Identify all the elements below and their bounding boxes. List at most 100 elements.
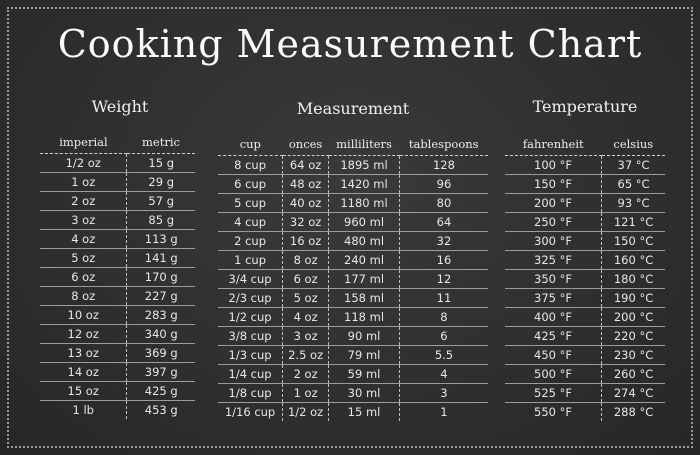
- table-cell: 1420 ml: [328, 174, 400, 194]
- table-cell: 6: [398, 326, 488, 346]
- table-cell: 480 ml: [328, 231, 400, 251]
- table-cell: 400 °F: [505, 307, 602, 327]
- table-cell: 170 g: [126, 267, 195, 287]
- table-cell: 3 oz: [282, 326, 329, 346]
- table-cell: 425 °F: [505, 326, 602, 346]
- table-cell: 500 °F: [505, 364, 602, 384]
- table-cell: 100 °F: [505, 155, 602, 175]
- table-cell: 160 °C: [601, 250, 665, 270]
- table-row: 2 cup 16 oz 480 ml 32: [218, 231, 488, 251]
- table-cell: 1/2 oz: [282, 402, 329, 421]
- table-row: 3/8 cup 3 oz 90 ml 6: [218, 326, 488, 346]
- table-cell: 96: [398, 174, 488, 194]
- table-cell: 32 oz: [282, 212, 329, 232]
- table-cell: 6 oz: [282, 269, 329, 289]
- table-row: 5 oz 141 g: [40, 248, 195, 268]
- table-cell: 93 °C: [601, 193, 665, 213]
- table-cell: 369 g: [126, 343, 195, 363]
- table-cell: 227 g: [126, 286, 195, 306]
- page-title: Cooking Measurement Chart: [57, 22, 643, 66]
- measurement-title: Measurement: [296, 99, 410, 118]
- table-cell: 37 °C: [601, 155, 665, 175]
- table-cell: 525 °F: [505, 383, 602, 403]
- table-row: 5 cup 40 oz 1180 ml 80: [218, 193, 488, 213]
- table-cell: 190 °C: [601, 288, 665, 308]
- table-cell: 340 g: [126, 324, 195, 344]
- table-row: 375 °F 190 °C: [505, 288, 665, 308]
- table-cell: 16 oz: [282, 231, 329, 251]
- temperature-header-row: fahrenheit celsius: [505, 133, 665, 156]
- measurement-header-row: cup onces milliliters tablespoons: [218, 133, 488, 156]
- table-cell: 550 °F: [534, 405, 573, 419]
- table-row: 200 °F 93 °C: [505, 193, 665, 213]
- table-cell: 32: [398, 231, 488, 251]
- table-row: 400 °F 200 °C: [505, 307, 665, 327]
- table-cell: 1/4 cup: [218, 364, 283, 384]
- table-cell: 5 oz: [282, 288, 329, 308]
- table-cell: 230 °C: [601, 345, 665, 365]
- weight-header-row: imperial metric: [40, 131, 195, 154]
- table-cell: 350 °F: [505, 269, 602, 289]
- table-row: 6 cup 48 oz 1420 ml 96: [218, 174, 488, 194]
- table-cell: 121 °C: [601, 212, 665, 232]
- table-row: 1/4 cup 2 oz 59 ml 4: [218, 364, 488, 384]
- table-cell: 118 ml: [328, 307, 400, 327]
- table-row: 350 °F 180 °C: [505, 269, 665, 289]
- table-cell: 158 ml: [328, 288, 400, 308]
- table-cell: 960 ml: [328, 212, 400, 232]
- table-cell: 2.5 oz: [282, 345, 329, 365]
- table-cell: 64 oz: [282, 155, 329, 175]
- table-cell: 150 °F: [505, 174, 602, 194]
- table-row: 450 °F 230 °C: [505, 345, 665, 365]
- table-cell: 3: [398, 383, 488, 403]
- table-cell: 450 °F: [505, 345, 602, 365]
- table-cell: 57 g: [126, 191, 195, 211]
- table-row: 1/8 cup 1 oz 30 ml 3: [218, 383, 488, 403]
- table-cell: 425 g: [126, 381, 195, 401]
- table-cell: 15 g: [126, 153, 195, 173]
- table-cell: 325 °F: [505, 250, 602, 270]
- table-row: 1/3 cup 2.5 oz 79 ml 5.5: [218, 345, 488, 365]
- table-row: 1 lb 453 g: [40, 400, 195, 419]
- column-header: onces: [282, 133, 329, 156]
- measurement-table: cup onces milliliters tablespoons 8 cup 64 oz…: [218, 133, 488, 421]
- table-row: 6 oz 170 g: [40, 267, 195, 287]
- column-header: imperial: [40, 131, 127, 154]
- table-row: 525 °F 274 °C: [505, 383, 665, 403]
- table-row: 250 °F 121 °C: [505, 212, 665, 232]
- table-cell: 14 oz: [40, 362, 127, 382]
- temperature-table: fahrenheit celsius 100 °F 37 °C 150 °F 65 °C 2…: [505, 133, 665, 421]
- table-cell: 3 oz: [40, 210, 127, 230]
- column-header: metric: [126, 131, 195, 154]
- table-cell: 1: [398, 402, 488, 421]
- table-cell: 200 °F: [505, 193, 602, 213]
- table-cell: 8: [398, 307, 488, 327]
- table-cell: 10 oz: [40, 305, 127, 325]
- table-cell: 2/3 cup: [218, 288, 283, 308]
- table-cell: 5 oz: [40, 248, 127, 268]
- table-row: 1 oz 29 g: [40, 172, 195, 192]
- table-cell: 4 oz: [40, 229, 127, 249]
- table-row: 500 °F 260 °C: [505, 364, 665, 384]
- table-cell: 40 oz: [282, 193, 329, 213]
- table-cell: 2 cup: [218, 231, 283, 251]
- table-cell: 12 oz: [40, 324, 127, 344]
- table-cell: 1895 ml: [328, 155, 400, 175]
- table-cell: 1 oz: [282, 383, 329, 403]
- table-cell: 4 oz: [282, 307, 329, 327]
- table-row: 13 oz 369 g: [40, 343, 195, 363]
- table-row: 4 cup 32 oz 960 ml 64: [218, 212, 488, 232]
- table-row: 325 °F 160 °C: [505, 250, 665, 270]
- table-row: 2/3 cup 5 oz 158 ml 11: [218, 288, 488, 308]
- table-cell: 1/16 cup: [224, 405, 276, 419]
- table-cell: 177 ml: [328, 269, 400, 289]
- table-cell: 8 cup: [218, 155, 283, 175]
- table-row: 300 °F 150 °C: [505, 231, 665, 251]
- table-row: 1/2 oz 15 g: [40, 153, 195, 173]
- table-row: 2 oz 57 g: [40, 191, 195, 211]
- table-cell: 1/3 cup: [218, 345, 283, 365]
- table-cell: 6 cup: [218, 174, 283, 194]
- table-cell: 8 oz: [40, 286, 127, 306]
- table-cell: 240 ml: [328, 250, 400, 270]
- table-cell: 288 °C: [601, 402, 665, 421]
